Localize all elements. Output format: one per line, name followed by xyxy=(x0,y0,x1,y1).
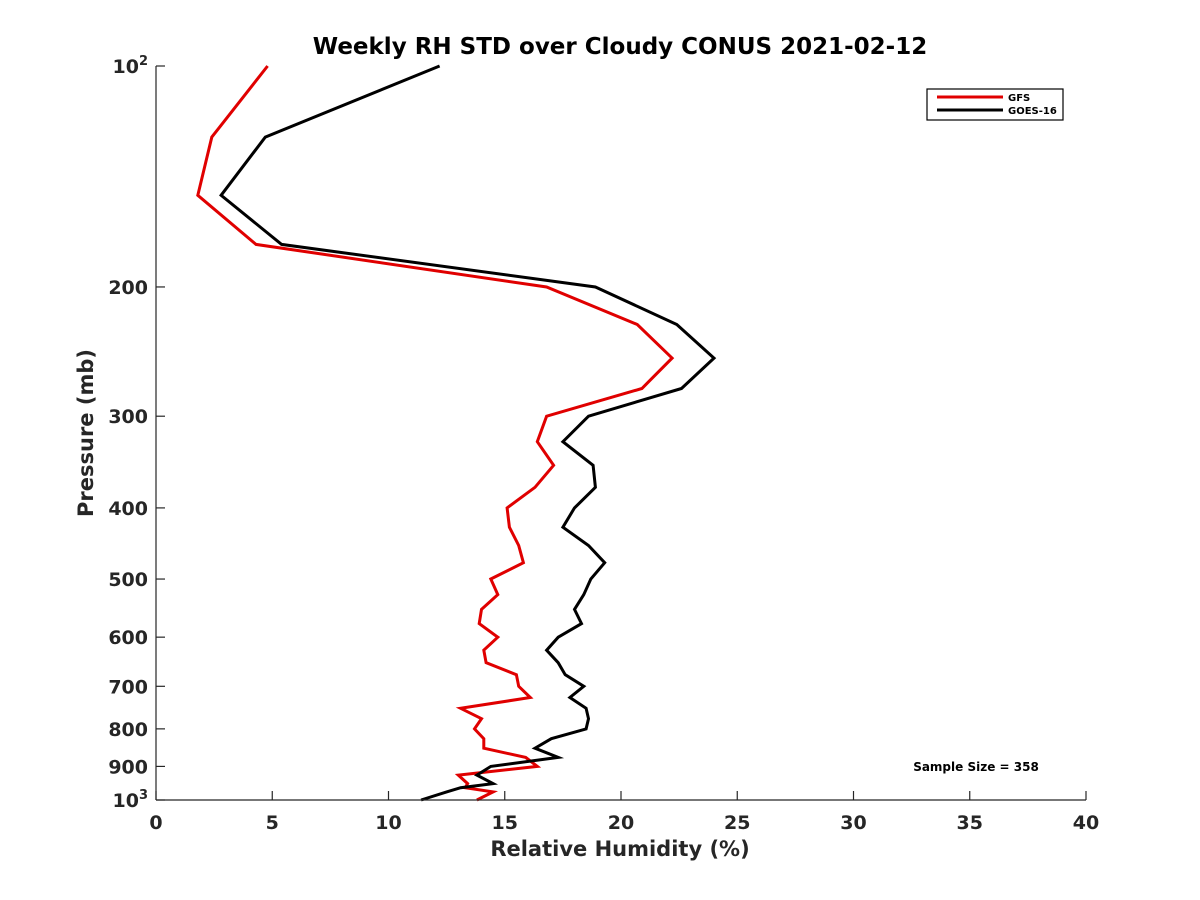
x-tick-label: 25 xyxy=(724,812,750,834)
x-tick-label: 0 xyxy=(149,812,162,834)
legend-items: GFS GOES-16 xyxy=(937,93,1057,117)
legend-label-gfs: GFS xyxy=(1008,93,1030,104)
y-tick-label: 900 xyxy=(108,756,148,778)
series-layer xyxy=(196,64,717,802)
y-tick-label: 102 xyxy=(113,54,149,78)
y-tick-label: 300 xyxy=(108,406,148,428)
legend-label-goes-16: GOES-16 xyxy=(1008,106,1057,117)
y-tick-label: 500 xyxy=(108,569,148,591)
y-tick-label: 700 xyxy=(108,676,148,698)
y-tick-label: 800 xyxy=(108,719,148,741)
sample-size-annotation: Sample Size = 358 xyxy=(913,760,1039,774)
y-tick-label: 400 xyxy=(108,498,148,520)
x-tick-label: 20 xyxy=(608,812,634,834)
x-tick-label: 10 xyxy=(375,812,401,834)
y-tick-label: 200 xyxy=(108,277,148,299)
x-axis-label: Relative Humidity (%) xyxy=(490,837,749,861)
x-tick-label: 35 xyxy=(957,812,983,834)
x-ticks: 0 5 10 15 20 25 30 35 40 xyxy=(149,791,1099,834)
x-tick-label: 15 xyxy=(492,812,518,834)
legend-box xyxy=(926,88,1064,121)
y-tick-label: 600 xyxy=(108,627,148,649)
legend: GFS GOES-16 xyxy=(926,88,1064,121)
y-ticks: 102 200 300 400 500 600 700 800 900 103 xyxy=(108,54,165,812)
series-line-goes-16 xyxy=(219,64,717,802)
x-tick-label: 40 xyxy=(1073,812,1099,834)
x-tick-label: 30 xyxy=(840,812,866,834)
chart-title: Weekly RH STD over Cloudy CONUS 2021-02-… xyxy=(313,34,927,60)
x-tick-label: 5 xyxy=(266,812,279,834)
series-line-gfs xyxy=(196,65,675,802)
y-tick-label: 103 xyxy=(113,788,149,812)
y-axis-label: Pressure (mb) xyxy=(74,349,98,517)
